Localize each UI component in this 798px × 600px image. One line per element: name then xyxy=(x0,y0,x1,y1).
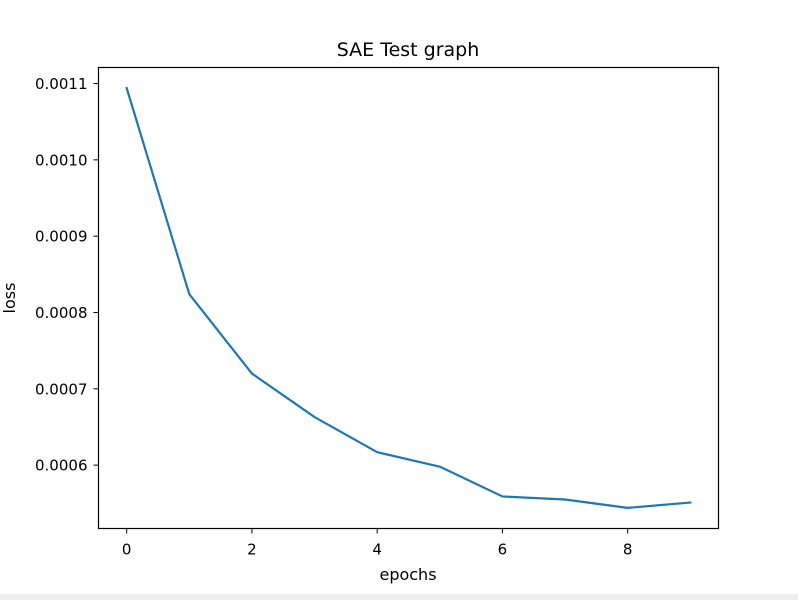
y-axis: 0.0006 0.0007 0.0008 0.0009 0.0010 0.0011 xyxy=(35,75,99,475)
y-tick-label: 0.0011 xyxy=(35,75,88,93)
chart-title: SAE Test graph xyxy=(337,39,480,61)
x-axis: 0 2 4 6 8 xyxy=(122,528,633,559)
window-bottom-strip xyxy=(0,594,798,600)
x-tick-label: 4 xyxy=(372,541,382,559)
y-axis-label: loss xyxy=(0,283,19,314)
y-tick-label: 0.0008 xyxy=(35,304,88,322)
y-tick-label: 0.0010 xyxy=(35,151,88,169)
series-line xyxy=(125,86,692,509)
x-tick-label: 2 xyxy=(247,541,257,559)
x-tick-label: 0 xyxy=(122,541,132,559)
plot-frame xyxy=(97,66,720,530)
y-tick-label: 0.0007 xyxy=(35,380,88,398)
x-axis-label: epochs xyxy=(379,565,436,584)
x-tick-label: 8 xyxy=(623,541,633,559)
x-tick-label: 6 xyxy=(498,541,508,559)
y-tick-label: 0.0006 xyxy=(35,457,88,475)
y-tick-label: 0.0009 xyxy=(35,228,88,246)
